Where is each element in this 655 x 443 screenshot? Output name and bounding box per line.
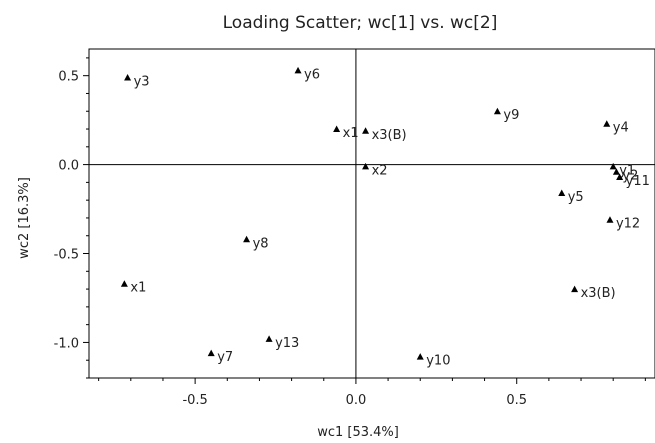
triangle-marker [333, 125, 341, 133]
point-label: y5 [568, 190, 584, 205]
triangle-marker [265, 335, 273, 342]
point-label: y12 [616, 217, 640, 232]
data-point-y6: y6 [294, 66, 320, 82]
point-label: y9 [503, 108, 519, 123]
data-point-x2: x2 [362, 162, 388, 178]
triangle-marker [124, 73, 132, 81]
data-point-y7: y7 [207, 349, 233, 365]
reference-lines [89, 49, 655, 378]
data-point-y4: y4 [603, 120, 629, 136]
y-tick-label: -1.0 [54, 336, 79, 351]
triangle-marker [558, 189, 566, 197]
data-point-y3: y3 [124, 73, 150, 89]
y-tick-label: 0.5 [58, 70, 79, 85]
y-axis-ticks: 0.5 0.0 -0.5 -1.0 [54, 57, 89, 379]
point-label: y8 [253, 236, 269, 251]
point-label: y10 [426, 354, 450, 369]
data-point-y1: y1 [609, 162, 635, 178]
triangle-marker [294, 66, 302, 74]
triangle-marker [207, 349, 215, 357]
triangle-marker [612, 168, 620, 175]
point-label: y6 [304, 67, 320, 82]
point-label: y7 [217, 350, 233, 365]
triangle-marker [609, 162, 617, 170]
plot-frame [88, 48, 655, 379]
point-label: y2 [622, 169, 638, 184]
triangle-marker [616, 173, 624, 181]
triangle-marker [606, 216, 614, 223]
data-point-y11: y11 [616, 173, 650, 189]
data-point-y5: y5 [558, 189, 584, 205]
point-label: x2 [372, 163, 388, 178]
data-point-y8: y8 [243, 235, 269, 251]
data-point-y12: y12 [606, 216, 640, 232]
data-point-x3b: x3(B) [362, 127, 407, 143]
point-label: x3(B) [581, 286, 616, 301]
x-tick-label: -0.5 [182, 393, 207, 408]
point-label: y1 [619, 163, 635, 178]
point-label: x1 [130, 281, 146, 296]
triangle-marker [362, 162, 370, 170]
point-label: x3(B) [372, 128, 407, 143]
data-point-y2: y2 [612, 168, 638, 184]
data-point-y10: y10 [416, 353, 450, 369]
data-point-x3b: x3(B) [571, 285, 616, 301]
data-point-y13: y13 [265, 335, 299, 351]
triangle-marker [571, 285, 579, 293]
triangle-marker [120, 280, 128, 287]
point-label: x1 [343, 126, 359, 141]
x-axis-ticks: -0.5 0.0 0.5 [98, 378, 646, 408]
data-point-x1: x1 [333, 125, 359, 141]
x-axis-label: wc1 [53.4%] [317, 425, 399, 440]
data-point-x1: x1 [120, 280, 146, 296]
point-label: y11 [626, 174, 650, 189]
point-label: y3 [134, 74, 150, 89]
data-point-y9: y9 [493, 107, 519, 123]
triangle-marker [243, 235, 251, 243]
x-tick-label: 0.0 [346, 393, 367, 408]
chart-title: Loading Scatter; wc[1] vs. wc[2] [223, 13, 498, 33]
point-label: y13 [275, 336, 299, 351]
triangle-marker [362, 127, 370, 134]
triangle-marker [603, 120, 611, 127]
point-label: y4 [613, 121, 629, 136]
y-axis-label: wc2 [16.3%] [17, 177, 32, 259]
x-tick-label: 0.5 [506, 393, 527, 408]
triangle-marker [416, 353, 424, 360]
y-tick-label: 0.0 [58, 159, 79, 174]
triangle-marker [493, 107, 501, 115]
y-tick-label: -0.5 [54, 248, 79, 263]
